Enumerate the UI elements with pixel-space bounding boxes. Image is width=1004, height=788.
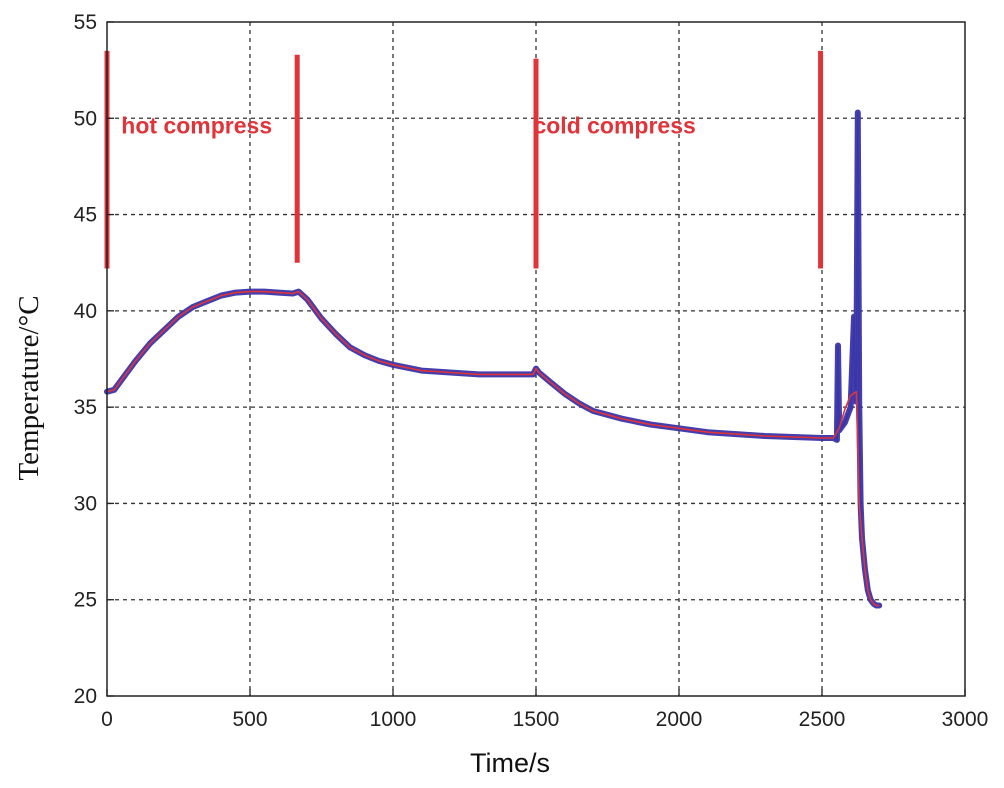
x-tick-label: 2000 [656,708,703,731]
series-layer [104,109,883,609]
annotation-label: hot compress [121,113,272,139]
x-tick-label: 3000 [942,708,989,731]
y-tick-label: 55 [74,11,97,34]
y-tick-label: 20 [74,685,97,708]
x-tick-label: 0 [101,708,113,731]
series-line-fitted [106,290,880,607]
x-tick-label: 1000 [370,708,417,731]
y-tick-labels: 20 25 30 35 40 45 50 55 [74,11,114,708]
y-tick-label: 45 [74,204,97,227]
y-tick-label: 40 [74,300,97,323]
y-tick-label: 25 [74,589,97,612]
x-axis-label: Time/s [470,748,550,778]
x-tick-label: 1500 [513,708,560,731]
x-tick-labels: 0 500 1000 1500 2000 2500 3000 [101,689,988,731]
y-tick-label: 35 [74,396,97,419]
y-axis-label: Temperature/°C [13,295,45,480]
x-tick-label: 500 [232,708,267,731]
annotation-label: cold compress [533,113,695,139]
x-tick-label: 2500 [799,708,846,731]
annotations: hot compress cold compress [121,113,696,139]
y-tick-label: 50 [74,107,97,130]
y-tick-label: 30 [74,492,97,515]
